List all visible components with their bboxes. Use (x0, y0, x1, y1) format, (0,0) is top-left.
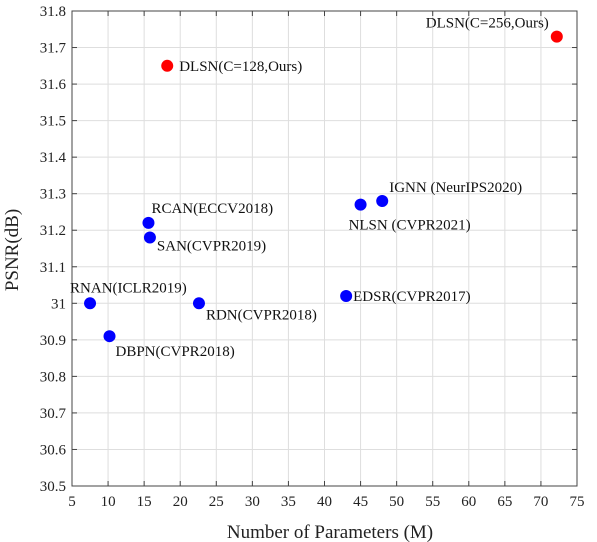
data-point-label: DLSN(C=256,Ours) (426, 16, 549, 32)
x-tick-label: 5 (68, 494, 76, 510)
x-tick-label: 40 (317, 494, 332, 510)
data-point (340, 290, 353, 302)
x-tick-labels: 5 10 15 20 25 30 35 40 45 50 55 60 65 70 75 (68, 494, 584, 510)
data-point-label: RCAN(ECCV2018) (151, 201, 273, 217)
x-tick-label: 25 (209, 494, 224, 510)
y-tick-label: 30.5 (40, 479, 66, 495)
x-tick-label: 30 (245, 494, 260, 510)
x-tick-label: 75 (570, 494, 585, 510)
y-tick-label: 31.1 (40, 260, 66, 276)
x-tick-label: 50 (389, 494, 404, 510)
y-tick-labels: 30.5 30.6 30.7 30.8 30.9 31 31.1 31.2 31.3 31.4 31… (40, 4, 67, 495)
grid-layer (71, 10, 578, 487)
y-tick-label: 31.7 (40, 41, 67, 57)
data-point (376, 195, 389, 207)
x-tick-label: 20 (173, 494, 188, 510)
y-tick-label: 31.3 (40, 187, 66, 203)
point-labels-layer: DLSN(C=256,Ours) DLSN(C=128,Ours) IGNN (Ne… (70, 16, 549, 361)
y-tick-label: 31.5 (40, 114, 66, 130)
x-tick-label: 55 (425, 494, 440, 510)
y-tick-label: 31.8 (40, 4, 66, 20)
x-axis-label: Number of Parameters (M) (227, 522, 433, 542)
x-tick-label: 35 (281, 494, 296, 510)
y-axis-label: PSNR(dB) (2, 209, 23, 291)
data-point-label: EDSR(CVPR2017) (353, 289, 471, 305)
data-point-label: RNAN(ICLR2019) (70, 280, 187, 296)
y-tick-label: 30.7 (40, 406, 67, 422)
data-point (84, 297, 97, 310)
x-tick-label: 70 (533, 494, 548, 510)
data-point (354, 198, 367, 211)
y-tick-label: 31 (51, 296, 66, 312)
y-tick-label: 31.4 (40, 150, 67, 166)
y-tick-label: 31.6 (40, 77, 67, 93)
x-tick-label: 65 (497, 494, 512, 510)
y-tick-label: 30.9 (40, 333, 66, 349)
x-tick-label: 60 (461, 494, 476, 510)
data-point (142, 216, 155, 229)
y-tick-label: 30.6 (40, 442, 67, 458)
data-point-label: RDN(CVPR2018) (206, 307, 317, 323)
data-point-label: DLSN(C=128,Ours) (179, 59, 302, 75)
x-tick-label: 15 (137, 494, 152, 510)
x-tick-label: 10 (101, 494, 116, 510)
data-point-label: NLSN (CVPR2021) (349, 218, 471, 234)
data-point (192, 297, 205, 310)
y-tick-label: 31.2 (40, 223, 66, 239)
data-point (143, 231, 156, 244)
data-point-label: DBPN(CVPR2018) (116, 344, 235, 360)
tick-layer (71, 10, 578, 487)
y-tick-label: 30.8 (40, 369, 66, 385)
data-point (161, 59, 174, 72)
x-tick-label: 45 (353, 494, 368, 510)
data-point-label: IGNN (NeurIPS2020) (389, 180, 522, 196)
points-layer (84, 30, 563, 343)
data-point (550, 30, 563, 43)
data-point (103, 330, 116, 343)
data-point-label: SAN(CVPR2019) (157, 239, 266, 255)
